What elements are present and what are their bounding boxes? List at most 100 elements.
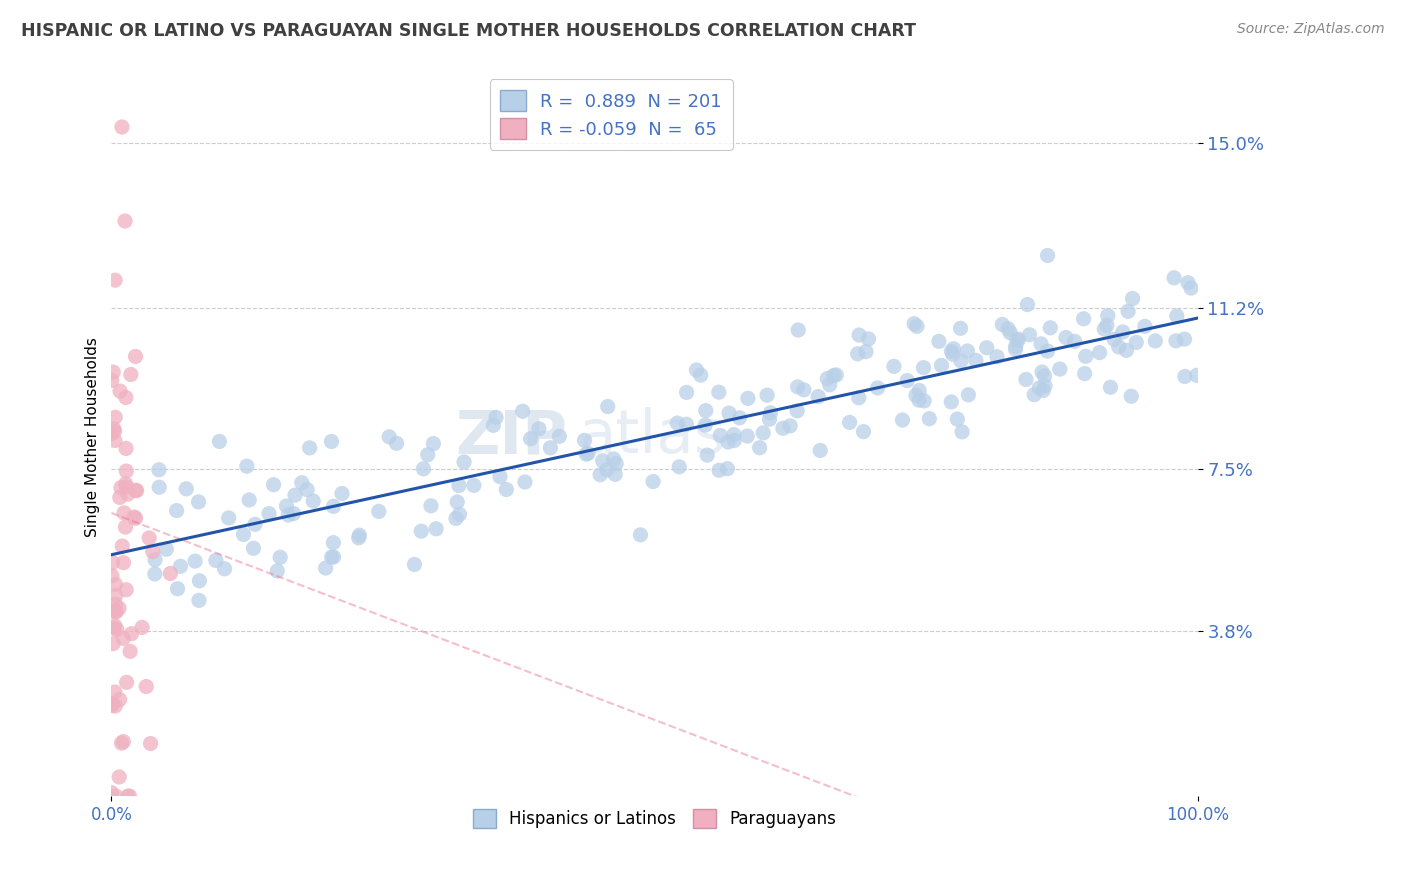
Point: [103, 604, 125, 618]
Point: [1122, 292, 1144, 306]
Point: [513, 475, 536, 489]
Point: [1054, 330, 1077, 344]
Point: [950, 425, 973, 439]
Point: [138, 531, 160, 545]
Point: [685, 363, 707, 377]
Point: [378, 430, 401, 444]
Point: [118, 789, 141, 803]
Point: [277, 508, 299, 522]
Point: [1112, 325, 1135, 339]
Point: [519, 432, 541, 446]
Point: [1099, 380, 1122, 394]
Point: [104, 604, 127, 618]
Point: [104, 699, 127, 714]
Point: [1133, 319, 1156, 334]
Point: [1018, 327, 1040, 342]
Point: [986, 350, 1008, 364]
Point: [101, 556, 124, 570]
Point: [103, 365, 125, 379]
Point: [115, 391, 138, 405]
Point: [1166, 309, 1188, 323]
Point: [1116, 304, 1139, 318]
Point: [756, 388, 779, 402]
Point: [905, 319, 928, 334]
Point: [728, 410, 751, 425]
Point: [575, 447, 598, 461]
Point: [1180, 281, 1202, 295]
Point: [807, 390, 830, 404]
Point: [101, 697, 124, 711]
Point: [592, 454, 614, 468]
Point: [125, 483, 148, 498]
Point: [949, 354, 972, 368]
Point: [100, 786, 122, 800]
Point: [512, 404, 534, 418]
Point: [772, 421, 794, 435]
Point: [1063, 334, 1085, 349]
Point: [236, 459, 259, 474]
Point: [696, 448, 718, 462]
Point: [1024, 387, 1046, 401]
Point: [105, 623, 128, 637]
Point: [1125, 335, 1147, 350]
Point: [957, 388, 980, 402]
Point: [1039, 321, 1062, 335]
Point: [187, 495, 209, 509]
Point: [100, 374, 122, 388]
Point: [896, 374, 918, 388]
Point: [131, 620, 153, 634]
Point: [538, 441, 561, 455]
Point: [1031, 365, 1053, 379]
Point: [243, 517, 266, 532]
Point: [918, 411, 941, 425]
Point: [903, 317, 925, 331]
Point: [322, 535, 344, 549]
Point: [866, 381, 889, 395]
Point: [232, 527, 254, 541]
Text: HISPANIC OR LATINO VS PARAGUAYAN SINGLE MOTHER HOUSEHOLDS CORRELATION CHART: HISPANIC OR LATINO VS PARAGUAYAN SINGLE …: [21, 22, 917, 40]
Point: [1036, 248, 1059, 262]
Point: [104, 410, 127, 425]
Point: [1074, 349, 1097, 363]
Point: [174, 482, 197, 496]
Point: [1028, 381, 1050, 395]
Point: [110, 736, 132, 750]
Point: [758, 412, 780, 426]
Point: [117, 487, 139, 501]
Point: [852, 425, 875, 439]
Point: [709, 428, 731, 442]
Point: [718, 406, 741, 420]
Point: [630, 528, 652, 542]
Point: [214, 562, 236, 576]
Point: [114, 520, 136, 534]
Point: [707, 463, 730, 477]
Point: [1004, 339, 1026, 353]
Point: [908, 384, 931, 398]
Point: [1004, 342, 1026, 356]
Point: [737, 392, 759, 406]
Point: [605, 467, 627, 482]
Point: [605, 457, 627, 471]
Point: [1177, 276, 1199, 290]
Point: [139, 737, 162, 751]
Point: [142, 544, 165, 558]
Point: [238, 492, 260, 507]
Point: [1095, 318, 1118, 333]
Point: [997, 321, 1019, 335]
Point: [1164, 334, 1187, 348]
Point: [1033, 378, 1056, 392]
Point: [1185, 368, 1208, 383]
Point: [1108, 340, 1130, 354]
Point: [1115, 343, 1137, 358]
Point: [574, 434, 596, 448]
Point: [596, 400, 619, 414]
Point: [931, 359, 953, 373]
Point: [752, 425, 775, 440]
Point: [1015, 372, 1038, 386]
Point: [1174, 332, 1197, 346]
Point: [912, 393, 935, 408]
Point: [723, 427, 745, 442]
Point: [1036, 344, 1059, 359]
Point: [1174, 369, 1197, 384]
Point: [495, 483, 517, 497]
